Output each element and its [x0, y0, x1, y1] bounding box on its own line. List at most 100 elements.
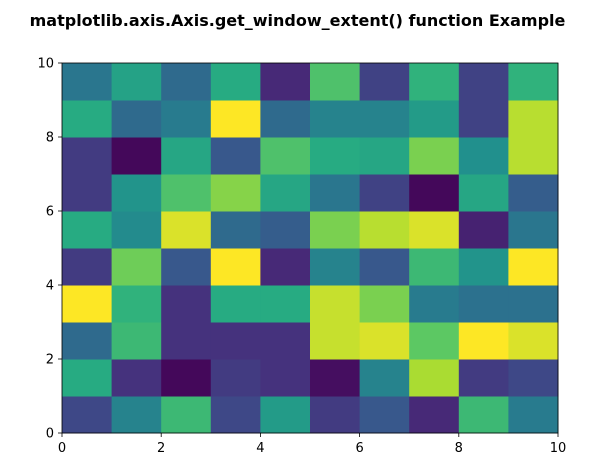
heatmap-cell: [359, 174, 410, 212]
heatmap-cell: [508, 285, 559, 323]
heatmap-cell: [111, 285, 162, 323]
heatmap-cell: [161, 396, 212, 434]
heatmap-cell: [111, 396, 162, 434]
heatmap-cell: [359, 396, 410, 434]
heatmap-cell: [161, 359, 212, 397]
heatmap-cell: [310, 285, 361, 323]
heatmap-cell: [161, 63, 212, 101]
heatmap-cell: [210, 63, 261, 101]
heatmap-cell: [409, 174, 460, 212]
heatmap-cell: [409, 248, 460, 286]
chart-title: matplotlib.axis.Axis.get_window_extent()…: [29, 11, 566, 30]
heatmap-cell: [161, 100, 212, 138]
heatmap-cell: [508, 174, 559, 212]
heatmap-cell: [359, 211, 410, 249]
heatmap-cell: [310, 100, 361, 138]
heatmap-cell: [111, 174, 162, 212]
heatmap-cell: [458, 396, 509, 434]
y-tick-label: 6: [46, 205, 54, 220]
heatmap-cell: [359, 248, 410, 286]
heatmap-cell: [260, 322, 311, 360]
heatmap-cell: [310, 248, 361, 286]
x-tick-label: 8: [455, 441, 463, 456]
x-tick-label: 0: [58, 441, 66, 456]
heatmap-cell: [458, 100, 509, 138]
heatmap-cell: [62, 322, 113, 360]
heatmap-cell: [111, 100, 162, 138]
heatmap-cell: [310, 63, 361, 101]
x-tick-label: 10: [550, 441, 567, 456]
heatmap-cell: [310, 211, 361, 249]
heatmap-cell: [508, 248, 559, 286]
heatmap-cell: [409, 63, 460, 101]
heatmap-cell: [359, 63, 410, 101]
heatmap-cell: [161, 322, 212, 360]
heatmap-cell: [111, 359, 162, 397]
heatmap-cell: [260, 285, 311, 323]
heatmap-cell: [260, 63, 311, 101]
heatmap-cell: [458, 285, 509, 323]
heatmap-cell: [62, 174, 113, 212]
heatmap-cell: [62, 248, 113, 286]
heatmap-cell: [458, 174, 509, 212]
heatmap-cell: [458, 248, 509, 286]
heatmap-cell: [260, 359, 311, 397]
heatmap-cell: [62, 100, 113, 138]
heatmap-cell: [161, 174, 212, 212]
heatmap-cell: [210, 359, 261, 397]
heatmap-cell: [310, 359, 361, 397]
heatmap-cell: [260, 100, 311, 138]
heatmap-cell: [210, 211, 261, 249]
x-tick-label: 2: [157, 441, 165, 456]
x-tick-label: 6: [355, 441, 363, 456]
heatmap-cell: [409, 285, 460, 323]
heatmap-cell: [111, 322, 162, 360]
heatmap-cell: [409, 322, 460, 360]
heatmap-cell: [62, 63, 113, 101]
heatmap-cell: [210, 396, 261, 434]
heatmap-cell: [409, 137, 460, 175]
heatmap-cell: [161, 248, 212, 286]
heatmap-cell: [260, 396, 311, 434]
heatmap-cell: [310, 396, 361, 434]
heatmap-cell: [310, 322, 361, 360]
heatmap-cell: [62, 359, 113, 397]
heatmap-cell: [62, 285, 113, 323]
heatmap-cell: [508, 396, 559, 434]
heatmap-cell: [210, 322, 261, 360]
heatmap-cell: [310, 137, 361, 175]
heatmap-cell: [508, 211, 559, 249]
heatmap-cell: [161, 137, 212, 175]
heatmap-cell: [359, 359, 410, 397]
heatmap-cell: [210, 285, 261, 323]
heatmap-cell: [260, 211, 311, 249]
heatmap-cell: [508, 100, 559, 138]
heatmap-cell: [409, 100, 460, 138]
heatmap-cell: [210, 137, 261, 175]
heatmap-cell: [409, 359, 460, 397]
heatmap-cell: [458, 211, 509, 249]
heatmap-cell: [458, 359, 509, 397]
y-tick-label: 10: [37, 57, 54, 72]
heatmap-cell: [458, 322, 509, 360]
heatmap-cell: [62, 137, 113, 175]
heatmap-cells: [62, 63, 559, 434]
heatmap-cell: [111, 63, 162, 101]
heatmap-cell: [111, 137, 162, 175]
y-tick-label: 8: [46, 131, 54, 146]
heatmap-cell: [111, 248, 162, 286]
heatmap-cell: [458, 137, 509, 175]
x-axis-ticks: 0 2 4 6 8 10: [58, 433, 566, 456]
y-tick-label: 0: [46, 427, 54, 442]
heatmap-cell: [210, 248, 261, 286]
heatmap-cell: [359, 322, 410, 360]
heatmap-cell: [508, 359, 559, 397]
heatmap-cell: [210, 174, 261, 212]
x-tick-label: 4: [256, 441, 264, 456]
heatmap-cell: [359, 285, 410, 323]
y-axis-ticks: 0 2 4 6 8 10: [37, 57, 62, 442]
y-tick-label: 2: [46, 353, 54, 368]
heatmap-cell: [310, 174, 361, 212]
heatmap-cell: [161, 211, 212, 249]
